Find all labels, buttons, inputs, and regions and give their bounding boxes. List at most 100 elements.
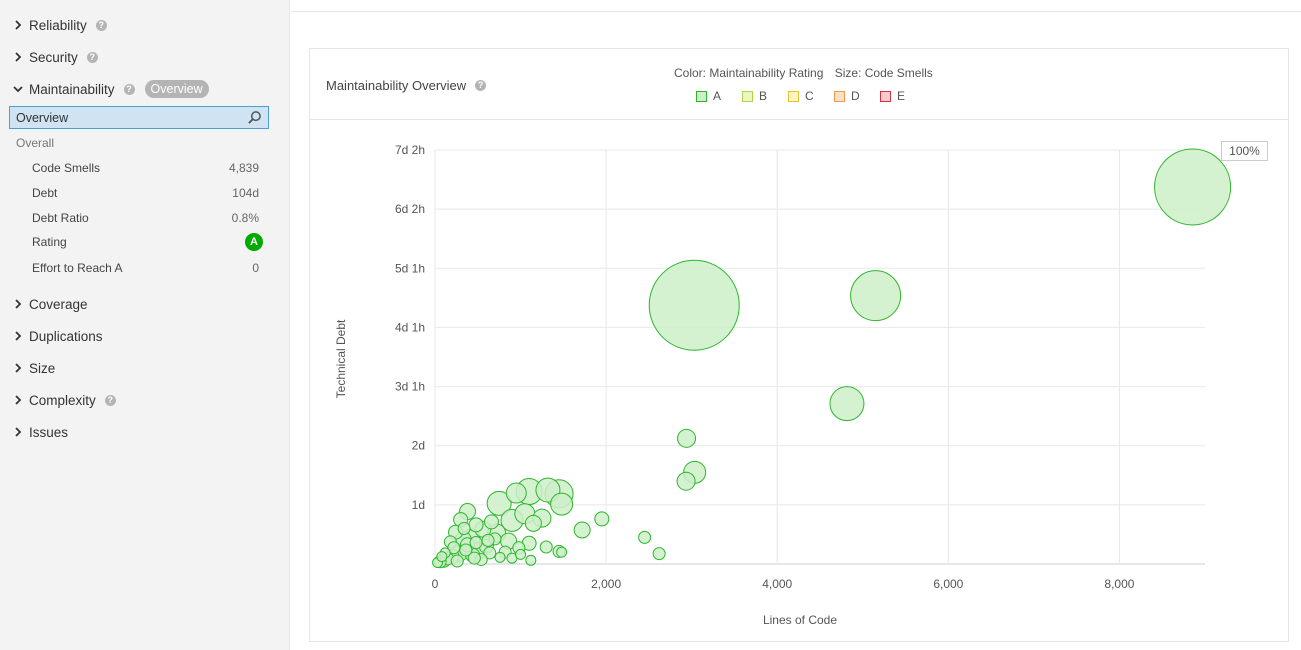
sidebar-section-security[interactable]: Security ? bbox=[12, 47, 98, 67]
legend-item-a[interactable]: A bbox=[696, 89, 742, 103]
bubble-point[interactable] bbox=[850, 270, 902, 322]
section-label: Maintainability bbox=[29, 81, 115, 97]
metric-value: 104d bbox=[232, 186, 259, 200]
bubble-point[interactable] bbox=[486, 490, 512, 516]
bubble-point[interactable] bbox=[829, 386, 865, 422]
selected-item-label: Overview bbox=[16, 110, 69, 125]
bubble-point[interactable] bbox=[467, 551, 481, 565]
panel-header: Maintainability Overview ? Color: Mainta… bbox=[310, 49, 1288, 120]
overview-badge[interactable]: Overview bbox=[144, 80, 209, 98]
bubble-point[interactable] bbox=[648, 259, 740, 351]
x-tick-label: 0 bbox=[432, 577, 439, 591]
chevron-right-icon bbox=[15, 363, 22, 373]
metric-value: 4,839 bbox=[228, 161, 259, 175]
x-axis-title: Lines of Code bbox=[763, 613, 837, 627]
top-bar bbox=[291, 0, 1301, 12]
bubble-point[interactable] bbox=[481, 533, 495, 547]
section-label: Reliability bbox=[29, 17, 87, 33]
legend-label: A bbox=[713, 89, 722, 103]
bubble-point[interactable] bbox=[468, 517, 484, 533]
legend-size-caption: Size: Code Smells bbox=[834, 66, 933, 80]
overview-selected-item[interactable]: Overview bbox=[9, 106, 269, 129]
chevron-right-icon bbox=[15, 52, 22, 62]
legend-swatch bbox=[742, 90, 753, 102]
metric-row-code-smells[interactable]: Code Smells 4,839 bbox=[32, 159, 259, 177]
bubble-point[interactable] bbox=[436, 551, 448, 563]
legend-item-e[interactable]: E bbox=[880, 89, 926, 103]
help-icon[interactable]: ? bbox=[95, 19, 107, 31]
metric-label: Code Smells bbox=[32, 161, 101, 175]
sidebar-section-complexity[interactable]: Complexity ? bbox=[12, 390, 116, 410]
section-label: Coverage bbox=[29, 296, 88, 312]
chevron-right-icon bbox=[15, 299, 22, 309]
panel-title: Maintainability Overview ? bbox=[326, 78, 487, 93]
legend-label: C bbox=[805, 89, 814, 103]
sidebar-section-issues[interactable]: Issues bbox=[12, 422, 68, 442]
bubble-point[interactable] bbox=[556, 546, 568, 558]
section-label: Complexity bbox=[29, 392, 96, 408]
bubble-point[interactable] bbox=[447, 541, 461, 555]
bubble-point[interactable] bbox=[677, 428, 697, 448]
help-icon[interactable]: ? bbox=[104, 394, 116, 406]
bubble-point[interactable] bbox=[483, 546, 497, 560]
metric-label: Rating bbox=[32, 235, 67, 249]
legend-swatch bbox=[834, 90, 845, 102]
bubble-point[interactable] bbox=[483, 514, 499, 530]
legend-item-d[interactable]: D bbox=[834, 89, 880, 103]
bubble-point[interactable] bbox=[494, 551, 506, 563]
bubble-point[interactable] bbox=[550, 492, 574, 516]
bubble-point[interactable] bbox=[539, 540, 553, 554]
magnifier-icon[interactable] bbox=[247, 110, 262, 125]
y-tick-label: 3d 1h bbox=[395, 380, 425, 394]
y-tick-label: 1d bbox=[412, 498, 425, 512]
bubble-point[interactable] bbox=[469, 536, 483, 550]
chevron-right-icon bbox=[15, 20, 22, 30]
bubble-point[interactable] bbox=[676, 471, 696, 491]
metric-row-debt[interactable]: Debt 104d bbox=[32, 184, 259, 202]
sidebar-section-reliability[interactable]: Reliability ? bbox=[12, 15, 107, 35]
bubble-point[interactable] bbox=[524, 514, 542, 532]
section-label: Issues bbox=[29, 424, 69, 440]
chevron-down-icon bbox=[13, 86, 23, 93]
legend-swatch bbox=[880, 90, 891, 102]
bubble-point[interactable] bbox=[594, 511, 610, 527]
section-label: Size bbox=[29, 360, 56, 376]
metric-row-debt-ratio[interactable]: Debt Ratio 0.8% bbox=[32, 209, 259, 227]
bubble-point[interactable] bbox=[505, 482, 527, 504]
metric-row-effort-to-reach-a[interactable]: Effort to Reach A 0 bbox=[32, 259, 259, 277]
section-label: Security bbox=[29, 49, 78, 65]
legend-item-c[interactable]: C bbox=[788, 89, 834, 103]
sidebar-section-maintainability[interactable]: Maintainability ? Overview bbox=[12, 79, 209, 99]
panel-title-text: Maintainability Overview bbox=[326, 78, 467, 93]
chevron-right-icon bbox=[15, 395, 22, 405]
legend-item-b[interactable]: B bbox=[742, 89, 788, 103]
bubble-point[interactable] bbox=[638, 530, 652, 544]
x-tick-label: 8,000 bbox=[1104, 577, 1134, 591]
bubble-point[interactable] bbox=[652, 547, 666, 561]
y-axis-title: Technical Debt bbox=[334, 319, 348, 398]
help-icon[interactable]: ? bbox=[475, 80, 487, 91]
bubble-point[interactable] bbox=[1154, 148, 1232, 226]
bubble-point[interactable] bbox=[525, 554, 537, 566]
chevron-right-icon bbox=[15, 427, 22, 437]
bubble-point[interactable] bbox=[457, 522, 471, 536]
y-tick-label: 6d 2h bbox=[395, 202, 425, 216]
help-icon[interactable]: ? bbox=[123, 83, 135, 95]
sidebar-section-size[interactable]: Size bbox=[12, 358, 55, 378]
bubble-point[interactable] bbox=[450, 554, 464, 568]
legend-swatch bbox=[788, 90, 799, 102]
chevron-right-icon bbox=[15, 331, 22, 341]
maintainability-overview-panel: Maintainability Overview ? Color: Mainta… bbox=[309, 48, 1289, 642]
bubble-point[interactable] bbox=[515, 548, 527, 560]
metric-row-rating[interactable]: Rating A bbox=[32, 233, 263, 251]
legend-color-caption: Color: Maintainability Rating bbox=[674, 66, 824, 80]
legend-label: D bbox=[851, 89, 860, 103]
sidebar-section-duplications[interactable]: Duplications bbox=[12, 326, 103, 346]
bubble-point[interactable] bbox=[573, 521, 591, 539]
zoom-level[interactable]: 100% bbox=[1221, 141, 1268, 161]
bubble-chart: 1d 2d 3d 1h 4d 1h 5d 1h 6d 2h 7d 2h 0 2,000 4,000… bbox=[334, 143, 1232, 627]
help-icon[interactable]: ? bbox=[86, 51, 98, 63]
metric-label: Debt Ratio bbox=[32, 211, 89, 225]
sidebar-section-coverage[interactable]: Coverage bbox=[12, 294, 88, 314]
legend-label: B bbox=[759, 89, 768, 103]
